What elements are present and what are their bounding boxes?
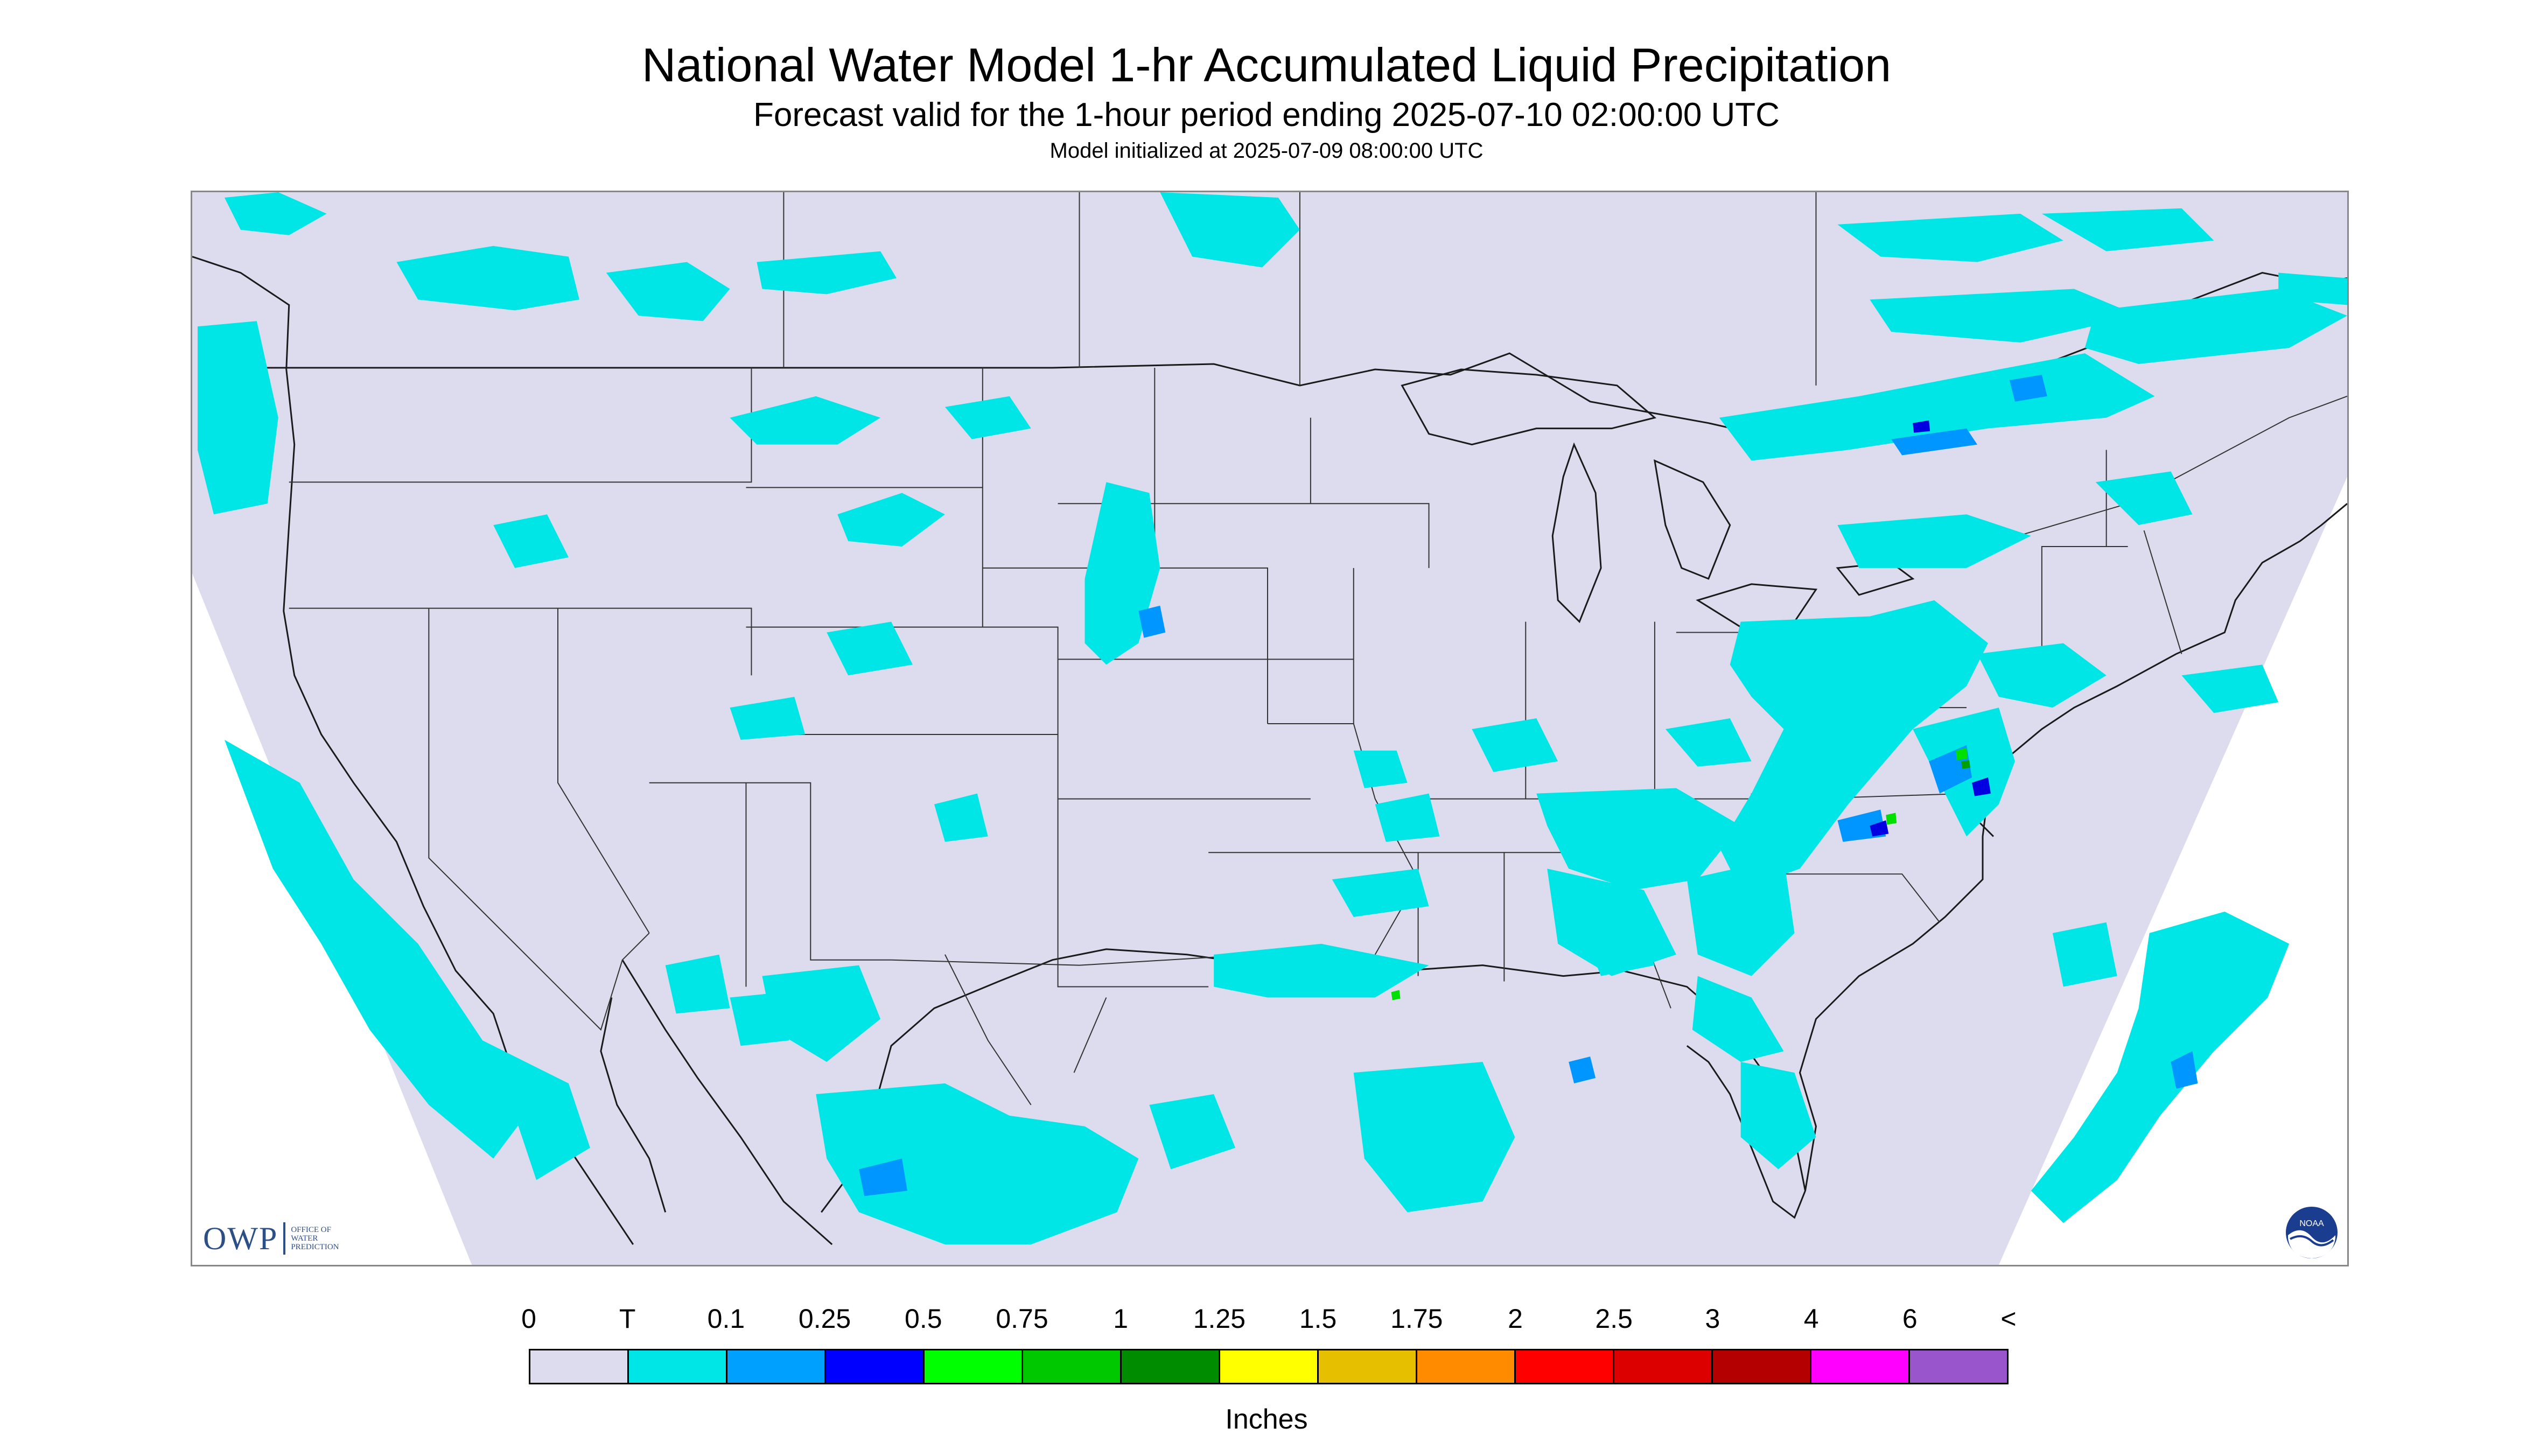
legend-swatch <box>1319 1350 1417 1383</box>
legend-label: 0.25 <box>798 1304 851 1334</box>
owp-logo-line: OFFICE OF <box>291 1226 331 1234</box>
legend-swatch <box>1516 1350 1614 1383</box>
legend-units-label: Inches <box>1225 1404 1308 1435</box>
owp-logo-text: OFFICE OF WATER PREDICTION <box>291 1226 355 1251</box>
map-title: National Water Model 1-hr Accumulated Li… <box>641 38 1892 92</box>
coastlines <box>192 256 2347 1245</box>
legend-labels: 0 T 0.1 0.25 0.5 0.75 1 1.25 1.5 1.75 2 2.5 3 4 6 < <box>521 1303 2017 1335</box>
legend-label: 0.5 <box>905 1304 942 1334</box>
legend-label: 0.75 <box>996 1304 1048 1334</box>
legend-swatch <box>1910 1350 2007 1383</box>
precipitation-map: OWP OFFICE OF WATER PREDICTION NOAA <box>191 191 2349 1266</box>
legend-label: 6 <box>1902 1304 1918 1334</box>
legend-label: 0 <box>521 1304 536 1334</box>
legend-swatch <box>1023 1350 1122 1383</box>
legend-swatch <box>727 1350 826 1383</box>
legend-swatch <box>826 1350 925 1383</box>
legend-label: 1 <box>1113 1304 1129 1334</box>
model-init-line: Model initialized at 2025-07-09 08:00:00… <box>1049 139 1484 163</box>
great-lakes <box>1401 368 1915 628</box>
precip-very-heavy <box>1961 760 1971 769</box>
legend-label: < <box>2000 1304 2017 1334</box>
precip-moderate <box>1870 420 1991 837</box>
legend-label: 3 <box>1705 1304 1720 1334</box>
legend-label: 1.25 <box>1193 1304 1246 1334</box>
noaa-logo-icon: NOAA <box>2286 1207 2338 1258</box>
legend-swatch <box>1713 1350 1811 1383</box>
legend-label: 1.5 <box>1299 1304 1337 1334</box>
owp-logo: OWP OFFICE OF WATER PREDICTION <box>203 1220 355 1257</box>
forecast-valid-subtitle: Forecast valid for the 1-hour period end… <box>753 96 1780 134</box>
legend-swatch <box>629 1350 727 1383</box>
model-domain <box>192 192 2347 1265</box>
legend-label: 2 <box>1508 1304 1523 1334</box>
legend-label: 2.5 <box>1595 1304 1633 1334</box>
legend-label: 1.75 <box>1390 1304 1443 1334</box>
legend-swatch <box>925 1350 1023 1383</box>
legend-swatch <box>1122 1350 1220 1383</box>
owp-logo-line: WATER <box>291 1234 318 1243</box>
precip-heavy <box>1391 747 1968 1000</box>
legend-label: 0.1 <box>707 1304 745 1334</box>
noaa-logo-text: NOAA <box>2299 1219 2324 1228</box>
legend-label: 4 <box>1803 1304 1819 1334</box>
legend-swatch <box>1614 1350 1713 1383</box>
legend-swatch <box>530 1350 629 1383</box>
owp-logo-line: PREDICTION <box>291 1243 339 1251</box>
legend-swatch <box>1811 1350 1910 1383</box>
precip-trace <box>197 192 2347 1245</box>
legend-label: T <box>619 1304 636 1334</box>
legend-swatch <box>1417 1350 1516 1383</box>
map-canvas <box>192 192 2347 1265</box>
legend-color-bar <box>529 1349 2009 1384</box>
owp-logo-mark: OWP <box>203 1220 278 1256</box>
owp-logo-divider <box>283 1222 286 1255</box>
legend-swatch <box>1220 1350 1319 1383</box>
